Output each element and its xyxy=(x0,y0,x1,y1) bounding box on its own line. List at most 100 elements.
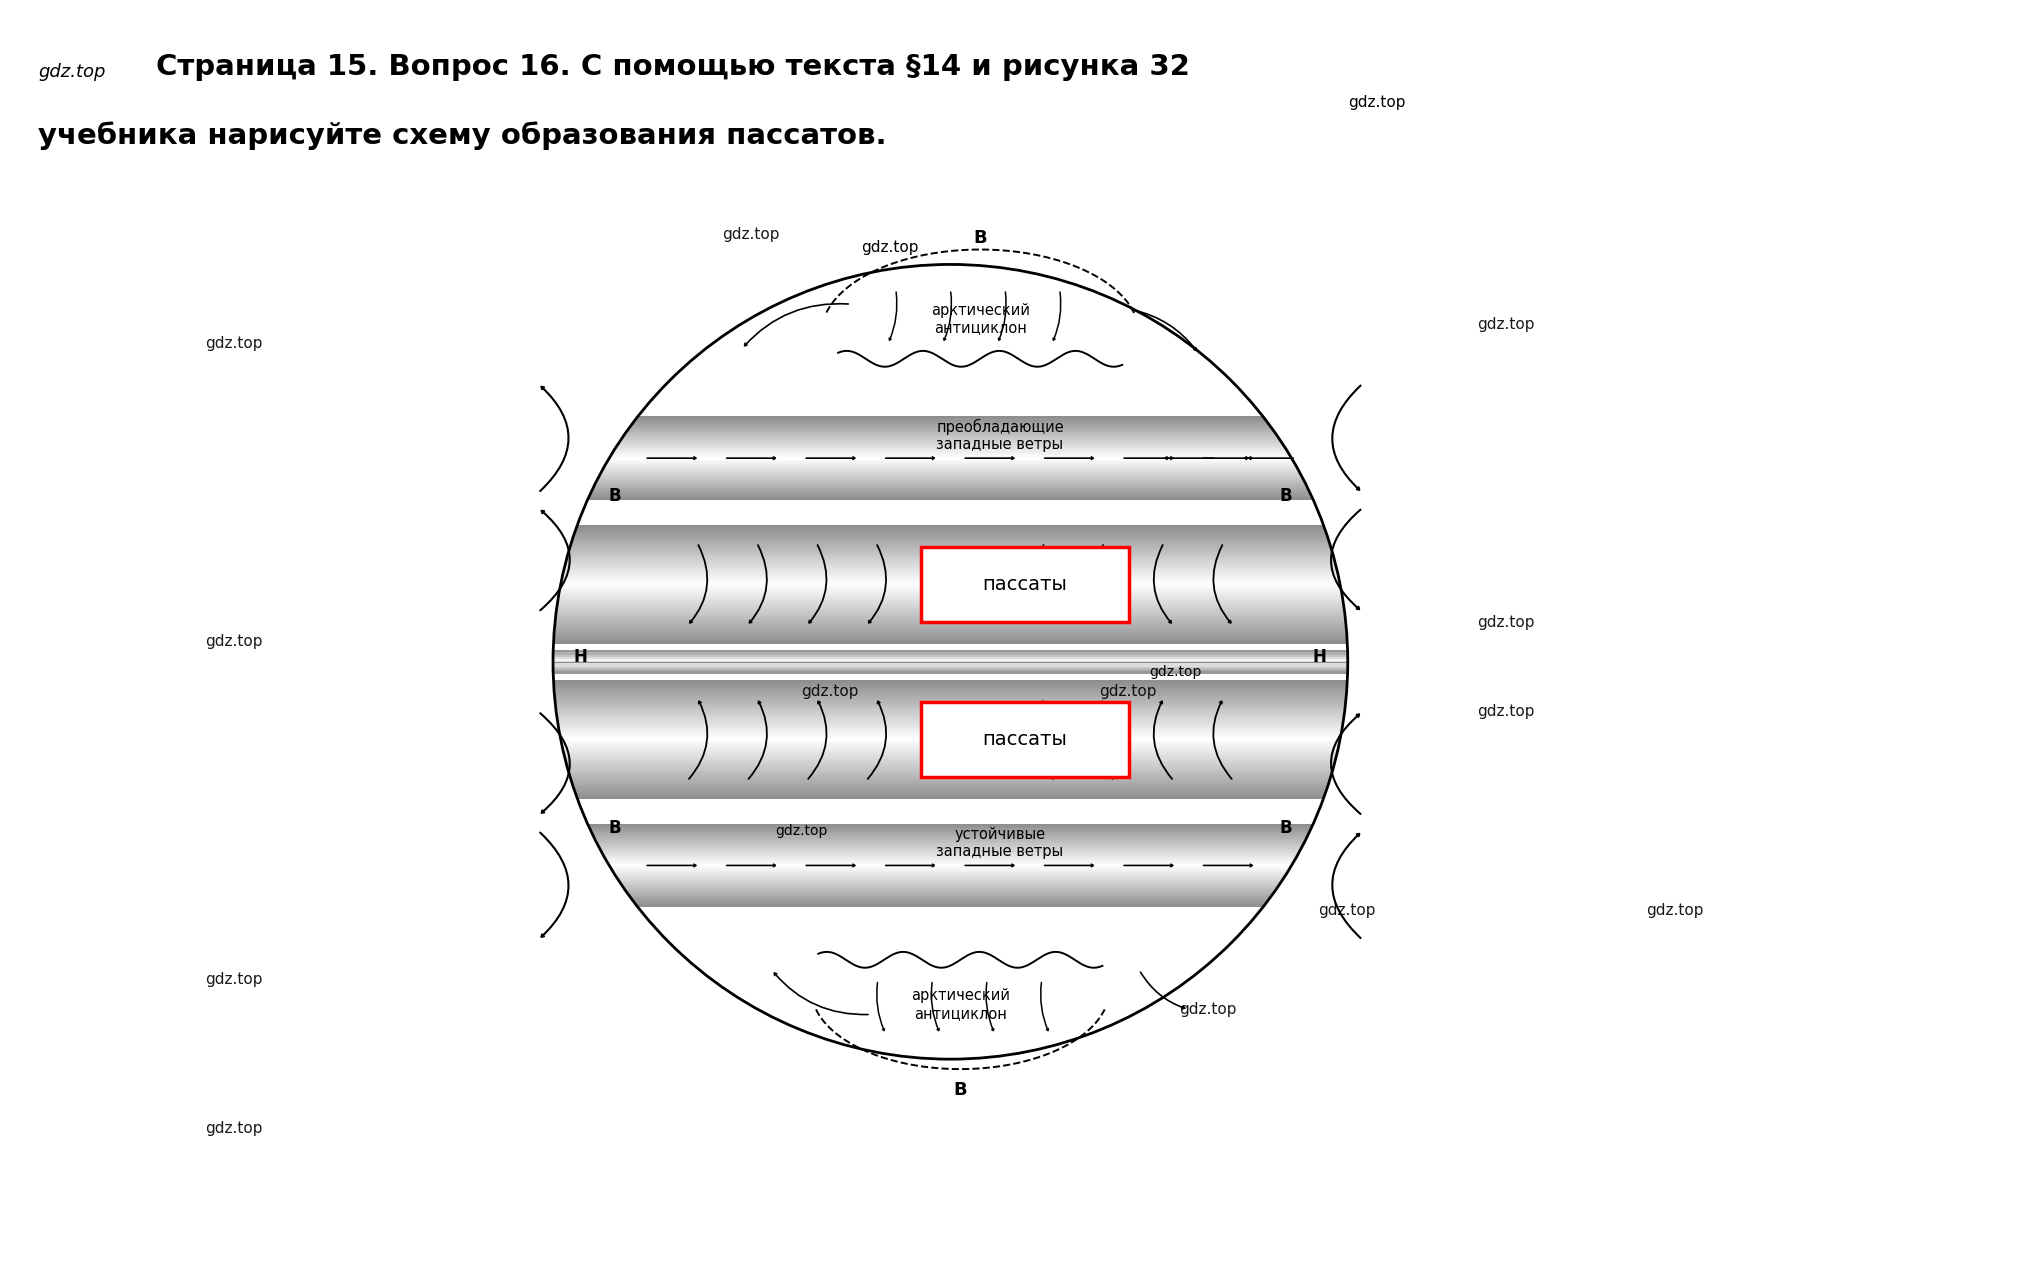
Bar xyxy=(597,477,1303,480)
Text: gdz.top: gdz.top xyxy=(38,63,105,81)
Bar xyxy=(565,753,1337,755)
Bar xyxy=(569,549,1331,550)
Bar xyxy=(571,775,1331,777)
Text: B: B xyxy=(974,228,986,246)
Bar xyxy=(575,791,1325,793)
Bar xyxy=(595,840,1305,842)
Bar xyxy=(587,498,1313,500)
Bar xyxy=(621,439,1279,440)
Bar xyxy=(563,573,1337,574)
Text: устойчивые
западные ветры: устойчивые западные ветры xyxy=(936,827,1063,859)
Bar xyxy=(555,705,1345,708)
Bar xyxy=(635,904,1265,905)
Bar xyxy=(557,719,1343,722)
Bar xyxy=(557,612,1345,615)
Bar xyxy=(575,529,1325,530)
Bar xyxy=(605,463,1295,466)
Bar xyxy=(567,761,1335,764)
Bar xyxy=(571,777,1331,779)
Bar xyxy=(571,540,1329,543)
Bar xyxy=(555,626,1345,628)
Bar xyxy=(565,568,1337,570)
Bar xyxy=(565,755,1337,757)
Bar xyxy=(623,435,1277,438)
Bar xyxy=(613,872,1287,873)
Bar xyxy=(623,886,1277,887)
Bar xyxy=(563,746,1339,747)
Bar xyxy=(557,717,1343,719)
Bar xyxy=(555,694,1347,695)
Bar xyxy=(557,606,1343,608)
Bar xyxy=(563,577,1339,578)
Bar xyxy=(611,870,1289,871)
Text: gdz.top: gdz.top xyxy=(722,227,779,242)
Bar xyxy=(561,736,1341,737)
Bar xyxy=(603,468,1297,469)
Bar xyxy=(577,526,1325,529)
Bar xyxy=(591,491,1309,493)
Bar xyxy=(569,550,1331,553)
Bar xyxy=(555,692,1347,694)
Bar xyxy=(595,482,1305,483)
Bar xyxy=(559,733,1341,736)
Bar xyxy=(635,905,1265,906)
Bar xyxy=(607,859,1295,861)
Bar xyxy=(617,444,1283,445)
Bar xyxy=(561,740,1339,741)
Bar xyxy=(563,747,1337,750)
Text: арктический
антициклон: арктический антициклон xyxy=(912,988,1011,1021)
Bar xyxy=(625,432,1275,433)
Bar xyxy=(573,787,1327,789)
Bar xyxy=(575,530,1325,533)
Bar xyxy=(627,429,1273,430)
Bar xyxy=(631,425,1271,427)
Text: B: B xyxy=(609,819,621,837)
Bar xyxy=(573,785,1327,787)
Bar xyxy=(605,466,1297,467)
Bar xyxy=(611,868,1289,870)
Bar xyxy=(635,419,1265,420)
Bar xyxy=(605,857,1297,858)
Bar xyxy=(589,828,1311,829)
Bar xyxy=(629,896,1271,897)
Bar xyxy=(555,622,1345,623)
Bar xyxy=(559,596,1343,598)
Text: пассаты: пассаты xyxy=(982,729,1067,748)
Bar xyxy=(555,636,1347,639)
Text: Н: Н xyxy=(1313,647,1327,666)
Bar xyxy=(555,639,1347,640)
Bar xyxy=(629,428,1273,429)
Bar xyxy=(615,447,1285,448)
Bar xyxy=(569,769,1333,771)
Bar xyxy=(589,496,1311,497)
Circle shape xyxy=(553,265,1347,1059)
Bar xyxy=(567,765,1333,767)
Bar xyxy=(553,658,1347,660)
Bar xyxy=(591,832,1309,833)
Bar xyxy=(621,438,1279,439)
Bar xyxy=(573,539,1329,540)
Bar xyxy=(591,830,1309,832)
Bar xyxy=(613,449,1287,452)
Bar xyxy=(557,716,1343,717)
Bar xyxy=(555,688,1347,689)
Bar xyxy=(619,442,1281,443)
Bar xyxy=(565,564,1335,567)
Bar xyxy=(619,443,1283,444)
Bar xyxy=(589,827,1311,828)
Text: B: B xyxy=(1281,819,1293,837)
Bar xyxy=(609,866,1291,867)
Bar xyxy=(603,853,1299,854)
Text: B: B xyxy=(954,1082,966,1099)
Bar xyxy=(611,454,1289,456)
Bar xyxy=(555,685,1347,688)
Bar xyxy=(571,543,1329,545)
Bar xyxy=(555,628,1347,630)
Bar xyxy=(557,712,1345,713)
Bar xyxy=(565,760,1335,761)
Bar xyxy=(607,459,1293,461)
Bar xyxy=(605,858,1295,859)
Bar xyxy=(561,741,1339,743)
Bar xyxy=(555,689,1347,692)
Text: преобладающие
западные ветры: преобладающие западные ветры xyxy=(936,419,1063,452)
